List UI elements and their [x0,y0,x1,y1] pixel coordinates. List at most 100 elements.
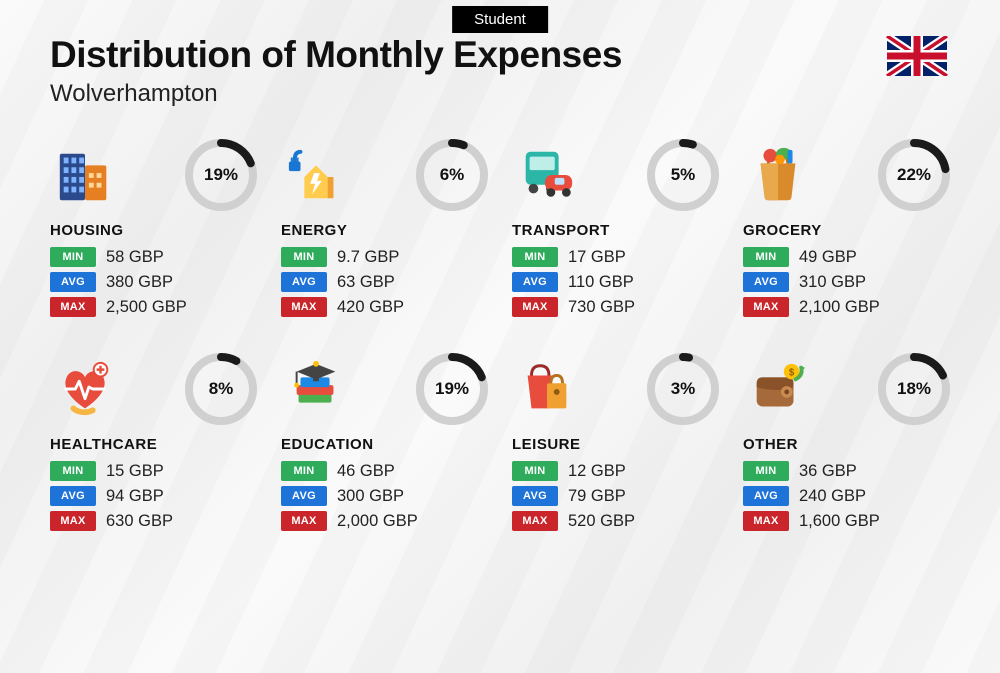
page-subtitle: Wolverhampton [50,80,950,108]
category-card-energy: 6% ENERGY MIN 9.7 GBP AVG 63 GBP MAX 420… [281,136,488,322]
leisure-min-value: 12 GBP [568,462,626,481]
uk-flag-icon [886,36,948,76]
housing-max-row: MAX 2,500 GBP [50,297,257,317]
transport-max-value: 730 GBP [568,298,635,317]
energy-avg-value: 63 GBP [337,273,395,292]
transport-label: TRANSPORT [512,222,719,239]
transport-percentage-donut: 5% [647,139,719,211]
transport-avg-value: 110 GBP [568,273,634,292]
avg-badge: AVG [281,486,327,506]
leisure-avg-value: 79 GBP [568,487,626,506]
transport-max-row: MAX 730 GBP [512,297,719,317]
energy-min-value: 9.7 GBP [337,248,399,267]
healthcare-avg-value: 94 GBP [106,487,164,506]
max-badge: MAX [50,297,96,317]
healthcare-min-value: 15 GBP [106,462,164,481]
transport-min-row: MIN 17 GBP [512,247,719,267]
min-badge: MIN [512,247,558,267]
housing-avg-value: 380 GBP [106,273,173,292]
other-label: OTHER [743,436,950,453]
housing-label: HOUSING [50,222,257,239]
healthcare-label: HEALTHCARE [50,436,257,453]
housing-max-value: 2,500 GBP [106,298,187,317]
leisure-max-value: 520 GBP [568,512,635,531]
grocery-label: GROCERY [743,222,950,239]
avg-badge: AVG [743,272,789,292]
min-badge: MIN [281,461,327,481]
transport-min-value: 17 GBP [568,248,626,267]
housing-min-row: MIN 58 GBP [50,247,257,267]
category-card-leisure: 3% LEISURE MIN 12 GBP AVG 79 GBP MAX 520… [512,350,719,536]
education-max-row: MAX 2,000 GBP [281,511,488,531]
housing-min-value: 58 GBP [106,248,164,267]
min-badge: MIN [50,461,96,481]
energy-label: ENERGY [281,222,488,239]
avg-badge: AVG [281,272,327,292]
healthcare-avg-row: AVG 94 GBP [50,486,257,506]
education-min-row: MIN 46 GBP [281,461,488,481]
max-badge: MAX [512,511,558,531]
other-avg-value: 240 GBP [799,487,866,506]
category-card-other: $ 18% OTHER MIN 36 GBP AVG 240 GBP MAX 1… [743,350,950,536]
svg-text:$: $ [789,367,795,378]
energy-percentage-donut: 6% [416,139,488,211]
leisure-percentage-donut: 3% [647,353,719,425]
other-avg-row: AVG 240 GBP [743,486,950,506]
max-badge: MAX [281,297,327,317]
grocery-avg-value: 310 GBP [799,273,866,292]
max-badge: MAX [743,297,789,317]
energy-icon [281,140,351,210]
education-max-value: 2,000 GBP [337,512,418,531]
category-grid: 19% HOUSING MIN 58 GBP AVG 380 GBP MAX 2… [0,108,1000,536]
leisure-avg-row: AVG 79 GBP [512,486,719,506]
energy-max-row: MAX 420 GBP [281,297,488,317]
category-card-housing: 19% HOUSING MIN 58 GBP AVG 380 GBP MAX 2… [50,136,257,322]
other-min-value: 36 GBP [799,462,857,481]
transport-avg-row: AVG 110 GBP [512,272,719,292]
avg-badge: AVG [512,272,558,292]
leisure-icon [512,354,582,424]
grocery-min-row: MIN 49 GBP [743,247,950,267]
housing-percentage-donut: 19% [185,139,257,211]
healthcare-icon [50,354,120,424]
healthcare-min-row: MIN 15 GBP [50,461,257,481]
energy-min-row: MIN 9.7 GBP [281,247,488,267]
leisure-max-row: MAX 520 GBP [512,511,719,531]
min-badge: MIN [281,247,327,267]
energy-avg-row: AVG 63 GBP [281,272,488,292]
grocery-icon [743,140,813,210]
housing-avg-row: AVG 380 GBP [50,272,257,292]
housing-icon [50,140,120,210]
education-percentage-donut: 19% [416,353,488,425]
category-card-healthcare: 8% HEALTHCARE MIN 15 GBP AVG 94 GBP MAX … [50,350,257,536]
leisure-min-row: MIN 12 GBP [512,461,719,481]
grocery-max-value: 2,100 GBP [799,298,880,317]
education-min-value: 46 GBP [337,462,395,481]
other-max-row: MAX 1,600 GBP [743,511,950,531]
healthcare-percentage-donut: 8% [185,353,257,425]
min-badge: MIN [512,461,558,481]
other-max-value: 1,600 GBP [799,512,880,531]
other-min-row: MIN 36 GBP [743,461,950,481]
education-avg-row: AVG 300 GBP [281,486,488,506]
grocery-avg-row: AVG 310 GBP [743,272,950,292]
category-card-grocery: 22% GROCERY MIN 49 GBP AVG 310 GBP MAX 2… [743,136,950,322]
max-badge: MAX [50,511,96,531]
category-card-education: 19% EDUCATION MIN 46 GBP AVG 300 GBP MAX… [281,350,488,536]
education-label: EDUCATION [281,436,488,453]
page-title: Distribution of Monthly Expenses [50,34,950,76]
transport-icon [512,140,582,210]
max-badge: MAX [281,511,327,531]
other-icon: $ [743,354,813,424]
education-avg-value: 300 GBP [337,487,404,506]
grocery-max-row: MAX 2,100 GBP [743,297,950,317]
min-badge: MIN [50,247,96,267]
category-card-transport: 5% TRANSPORT MIN 17 GBP AVG 110 GBP MAX … [512,136,719,322]
healthcare-max-value: 630 GBP [106,512,173,531]
education-icon [281,354,351,424]
max-badge: MAX [743,511,789,531]
healthcare-max-row: MAX 630 GBP [50,511,257,531]
grocery-percentage-donut: 22% [878,139,950,211]
avg-badge: AVG [50,486,96,506]
max-badge: MAX [512,297,558,317]
